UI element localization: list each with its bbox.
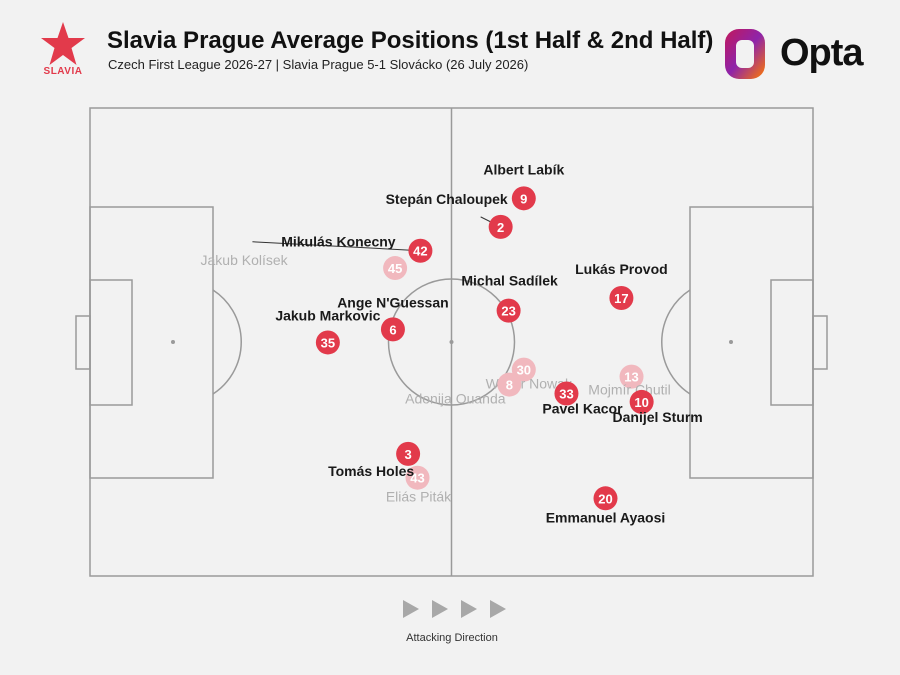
player-number: 8 — [506, 378, 513, 393]
player-name: Michal Sadílek — [461, 273, 558, 289]
opta-logo-icon — [725, 29, 765, 79]
player-name: Jakub Kolísek — [201, 252, 289, 268]
player-dot — [554, 381, 579, 406]
player-number: 6 — [389, 322, 396, 337]
left-penalty-spot — [171, 340, 175, 344]
player-name: Ange N'Guessan — [337, 294, 448, 310]
player-name: Mikulás Konecny — [281, 234, 396, 250]
pitch-spots — [171, 340, 733, 344]
player-dot — [396, 441, 421, 466]
player-name: Tomás Holes — [328, 463, 414, 479]
brand-name: Opta — [780, 32, 864, 74]
player-dot — [619, 364, 644, 389]
player-marker-first-half: 17 Lukás Provod — [575, 261, 668, 311]
player-name: Pavel Kacor — [542, 400, 623, 416]
player-dot — [497, 372, 522, 397]
triangle-right-icon — [432, 600, 448, 618]
triangle-right-icon — [490, 600, 506, 618]
player-name: Jakub Markovic — [275, 307, 380, 323]
player-dot — [511, 186, 536, 211]
club-name: SLAVIA — [43, 66, 83, 77]
brand-logo: Opta — [722, 26, 864, 82]
attacking-direction-arrows — [403, 600, 506, 618]
player-dot — [383, 256, 408, 281]
player-number: 10 — [634, 395, 648, 410]
left-six-yard-box — [89, 279, 133, 406]
player-dot — [315, 330, 340, 355]
centre-circle — [387, 278, 516, 406]
player-marker-first-half: 20 Emmanuel Ayaosi — [546, 486, 666, 525]
player-number: 30 — [517, 363, 531, 378]
player-dot — [511, 357, 536, 382]
player-marker-first-half: 35 Jakub Markovic — [275, 307, 381, 355]
player-number: 17 — [614, 291, 628, 306]
player-marker-first-half: 6 Ange N'Guessan — [337, 294, 449, 342]
triangle-right-icon — [461, 600, 477, 618]
label-connector-line — [252, 241, 421, 252]
right-penalty-spot — [729, 340, 733, 344]
player-dot — [629, 389, 654, 414]
right-goal — [812, 315, 828, 370]
player-dot — [408, 238, 433, 263]
player-name: Emmanuel Ayaosi — [546, 509, 666, 525]
triangle-right-icon — [403, 600, 419, 618]
left-goal — [75, 315, 91, 370]
chart-subtitle: Czech First League 2026-27 | Slavia Prag… — [108, 57, 529, 72]
player-number: 45 — [388, 261, 402, 276]
player-name: Stepán Chaloupek — [386, 191, 508, 207]
left-penalty-area — [89, 206, 214, 479]
player-number: 3 — [405, 447, 412, 462]
right-penalty-arc — [661, 289, 691, 395]
player-number: 13 — [624, 370, 638, 385]
player-dot — [488, 214, 513, 239]
player-marker-second-half: 45 Jakub Kolísek — [201, 252, 408, 281]
chart-title: Slavia Prague Average Positions (1st Hal… — [107, 27, 714, 54]
club-logo — [36, 20, 90, 82]
player-dot — [593, 486, 618, 511]
player-name: Mojmír Chutil — [588, 382, 670, 398]
player-marker-first-half: 2 Stepán Chaloupek — [386, 191, 513, 239]
right-penalty-area — [689, 206, 814, 479]
player-number: 9 — [520, 191, 527, 206]
player-name: Danijel Sturm — [613, 409, 703, 425]
player-number: 43 — [410, 471, 424, 486]
player-number: 23 — [501, 304, 515, 319]
red-star-icon — [41, 22, 85, 65]
player-number: 2 — [497, 220, 504, 235]
player-name: Adonija Ouanda — [405, 391, 506, 407]
player-name: Albert Labík — [483, 161, 564, 177]
player-number: 20 — [598, 491, 612, 506]
player-dot — [380, 317, 405, 342]
centre-spot — [449, 340, 454, 344]
player-dot — [496, 298, 521, 323]
player-number: 35 — [321, 335, 335, 350]
player-marker-first-half: 23 Michal Sadílek — [461, 273, 558, 323]
player-marker-second-half: 43 Eliás Piták — [386, 465, 452, 505]
attacking-direction-label: Attacking Direction — [406, 632, 498, 644]
player-name: Eliás Piták — [386, 489, 452, 505]
player-marker-first-half: 9 Albert Labík — [483, 161, 564, 211]
player-dot — [609, 286, 634, 311]
player-dot — [405, 465, 430, 490]
player-name: Lukás Provod — [575, 261, 668, 277]
player-marker-first-half: 42 Mikulás Konecny — [252, 234, 433, 263]
player-number: 42 — [413, 244, 427, 259]
player-number: 33 — [559, 386, 573, 401]
right-six-yard-box — [770, 279, 814, 406]
left-penalty-arc — [212, 289, 242, 395]
